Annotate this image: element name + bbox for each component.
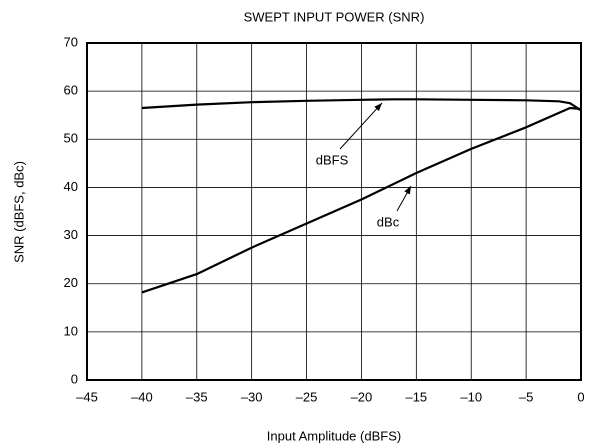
x-tick-label: –10 — [460, 389, 482, 404]
annotation-arrow — [339, 102, 383, 150]
series-line — [141, 106, 582, 294]
x-tick-label: –25 — [296, 389, 318, 404]
x-tick-label: –5 — [519, 389, 533, 404]
y-tick-label: 20 — [64, 275, 78, 290]
x-tick-label: –30 — [241, 389, 263, 404]
series-annotation: dBc — [377, 214, 400, 229]
y-tick-label: 70 — [64, 34, 78, 49]
y-axis-label: SNR (dBFS, dBc) — [11, 161, 26, 263]
x-tick-label: –45 — [76, 389, 98, 404]
x-tick-label: –40 — [131, 389, 153, 404]
chart-title: SWEPT INPUT POWER (SNR) — [244, 9, 425, 24]
y-tick-label: 50 — [64, 131, 78, 146]
x-tick-label: 0 — [577, 389, 584, 404]
x-tick-label: –20 — [351, 389, 373, 404]
y-tick-label: 10 — [64, 323, 78, 338]
x-axis-label: Input Amplitude (dBFS) — [267, 428, 401, 443]
y-tick-label: 40 — [64, 179, 78, 194]
y-tick-label: 60 — [64, 83, 78, 98]
x-tick-label: –15 — [405, 389, 427, 404]
plot-frame — [86, 42, 582, 381]
y-tick-label: 0 — [71, 371, 78, 386]
x-tick-label: –35 — [186, 389, 208, 404]
annotation-arrow — [396, 185, 412, 212]
series-annotation: dBFS — [316, 152, 349, 167]
series-line — [141, 98, 582, 112]
y-tick-label: 30 — [64, 227, 78, 242]
